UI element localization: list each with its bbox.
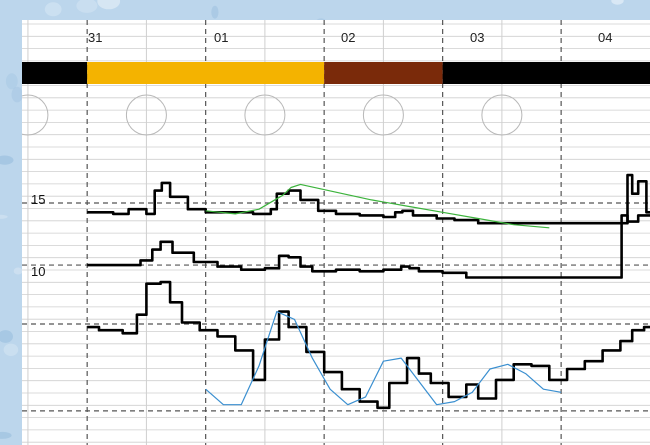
series-line [205,183,550,229]
background-blotch [611,0,624,5]
background-blotch [11,86,23,103]
background-blotch [0,330,13,343]
x-tick-label: 04 [598,30,612,45]
x-tick-label: 31 [88,30,102,45]
series-line [205,311,562,406]
labels: 31 01 02 03 04 15 10 [31,30,612,279]
background-blotch [211,5,219,19]
x-tick-label: 02 [341,30,355,45]
circle-row [22,94,523,136]
marker-circle [362,94,404,136]
series-line [87,214,650,279]
y-tick-label: 15 [31,192,45,207]
background-blotch [0,214,8,219]
grid [22,20,650,445]
series-line [87,173,650,225]
background-blotch [76,0,98,13]
x-tick-label: 01 [214,30,228,45]
band-segment [442,62,650,84]
y-tick-label: 10 [31,264,45,279]
series-line [87,280,650,410]
band-segment [87,62,325,84]
series-lines [87,173,650,410]
band-segment [324,62,443,84]
marker-circle [481,94,523,136]
background-blotch [0,431,12,439]
background-blotch [13,267,23,275]
background-blotch [0,155,14,165]
background-blotch [3,343,19,356]
x-tick-label: 03 [470,30,484,45]
day-band [22,62,650,84]
chart-panel [22,20,650,445]
background-blotch [97,0,121,10]
band-segment [22,62,88,84]
marker-circle [125,94,167,136]
background-blotch [5,73,18,90]
marker-circle [244,94,286,136]
marker-circle [22,94,49,136]
background-blotch [44,2,62,17]
